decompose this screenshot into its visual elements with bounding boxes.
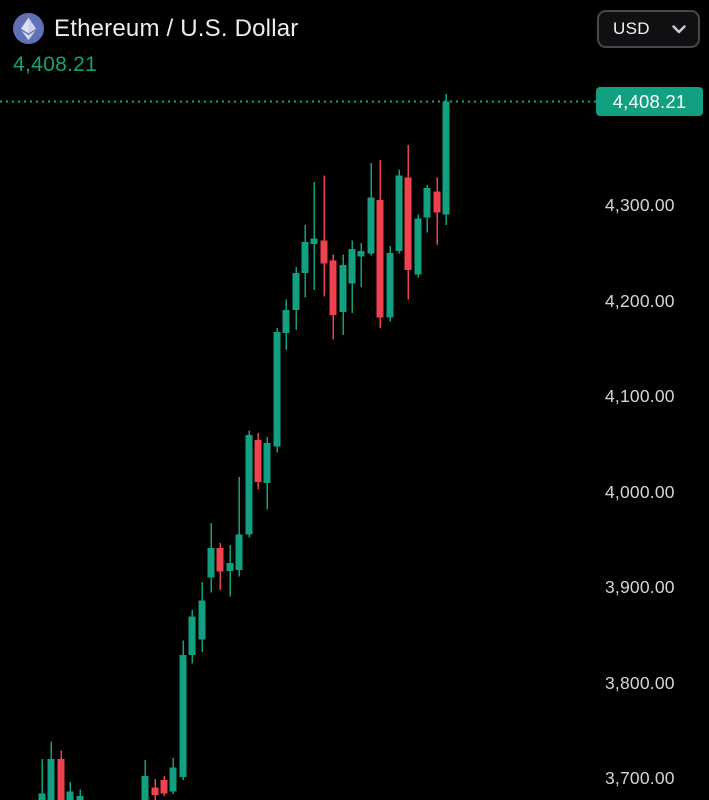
candle-wick (313, 182, 315, 290)
candle-body (179, 654, 187, 778)
candle-body (423, 187, 431, 218)
candle-body (442, 101, 450, 215)
candle-wick (41, 758, 43, 800)
header: Ethereum / U.S. Dollar 4,408.21 USD (0, 0, 709, 86)
price-badge: 4,408.21 (596, 87, 703, 117)
ethereum-logo (13, 13, 44, 44)
candle-body (282, 310, 290, 333)
candle-body (339, 265, 347, 312)
candle-body (76, 796, 84, 800)
candle-body (263, 442, 271, 483)
candle-body (395, 175, 403, 251)
candle-body (188, 616, 196, 655)
candle-wick (360, 243, 362, 288)
currency-selector[interactable]: USD (597, 10, 700, 48)
candle-body (301, 242, 309, 273)
current-price: 4,408.21 (13, 53, 98, 76)
candle-body (320, 240, 328, 264)
candle-body (151, 787, 159, 796)
candle-body (47, 758, 55, 800)
candle-body (169, 767, 177, 792)
candle-body (235, 534, 243, 570)
candle-body (66, 791, 74, 800)
candle-body (348, 248, 356, 284)
currency-selector-value: USD (613, 19, 650, 38)
chevron-down-icon (672, 24, 686, 34)
candle-body (254, 439, 262, 482)
candle-body (433, 191, 441, 213)
candle-wick (79, 789, 81, 800)
symbol-title: Ethereum / U.S. Dollar (54, 15, 299, 42)
candle-body (216, 547, 224, 572)
candle-body (57, 758, 65, 800)
candle-body (357, 250, 365, 257)
candle-body (160, 779, 168, 794)
candle-body (386, 252, 394, 318)
candle-body (245, 435, 253, 535)
candle-body (376, 200, 384, 318)
candle-wick (69, 781, 71, 800)
candle-wick (323, 175, 325, 297)
candle-body (226, 563, 234, 571)
candle-body (292, 272, 300, 311)
candle-wick (238, 477, 240, 577)
candle-body (329, 260, 337, 315)
candle-body (367, 197, 375, 254)
candle-body (404, 177, 412, 270)
candle-body (273, 332, 281, 447)
candle-body (141, 776, 149, 800)
candle-body (38, 793, 46, 800)
candle-body (310, 238, 318, 245)
candle-body (198, 600, 206, 640)
candle-body (414, 218, 422, 275)
candle-body (207, 547, 215, 578)
